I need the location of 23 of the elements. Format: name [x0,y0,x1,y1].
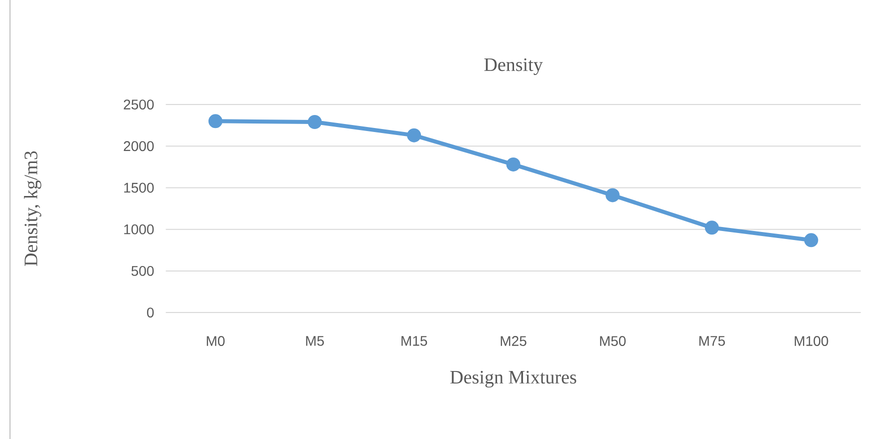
x-tick-label: M50 [600,336,626,346]
x-tick-label: M25 [500,336,526,346]
y-tick-label: 0 [147,308,154,318]
x-tick-label: M5 [306,336,324,346]
point [704,220,719,235]
y-axis-title: Density, kg/m3 [24,151,42,266]
x-tick-label: M0 [206,336,225,346]
y-tick-label: 500 [131,266,154,276]
y-tick-label: 2500 [124,100,154,110]
point [804,233,818,248]
x-tick-label: M15 [402,336,428,346]
y-tick-label: 2000 [124,141,154,152]
point [308,115,322,130]
y-tick-label: 1500 [124,182,154,193]
point [606,188,620,202]
x-tick-label: M75 [699,336,725,346]
point [506,157,520,172]
chart-title: Density [484,58,543,75]
point [208,114,222,128]
point [407,128,422,142]
x-axis-title: Design Mixtures [450,370,576,388]
y-tick-label: 1000 [124,224,154,234]
x-tick-label: M100 [794,336,828,346]
